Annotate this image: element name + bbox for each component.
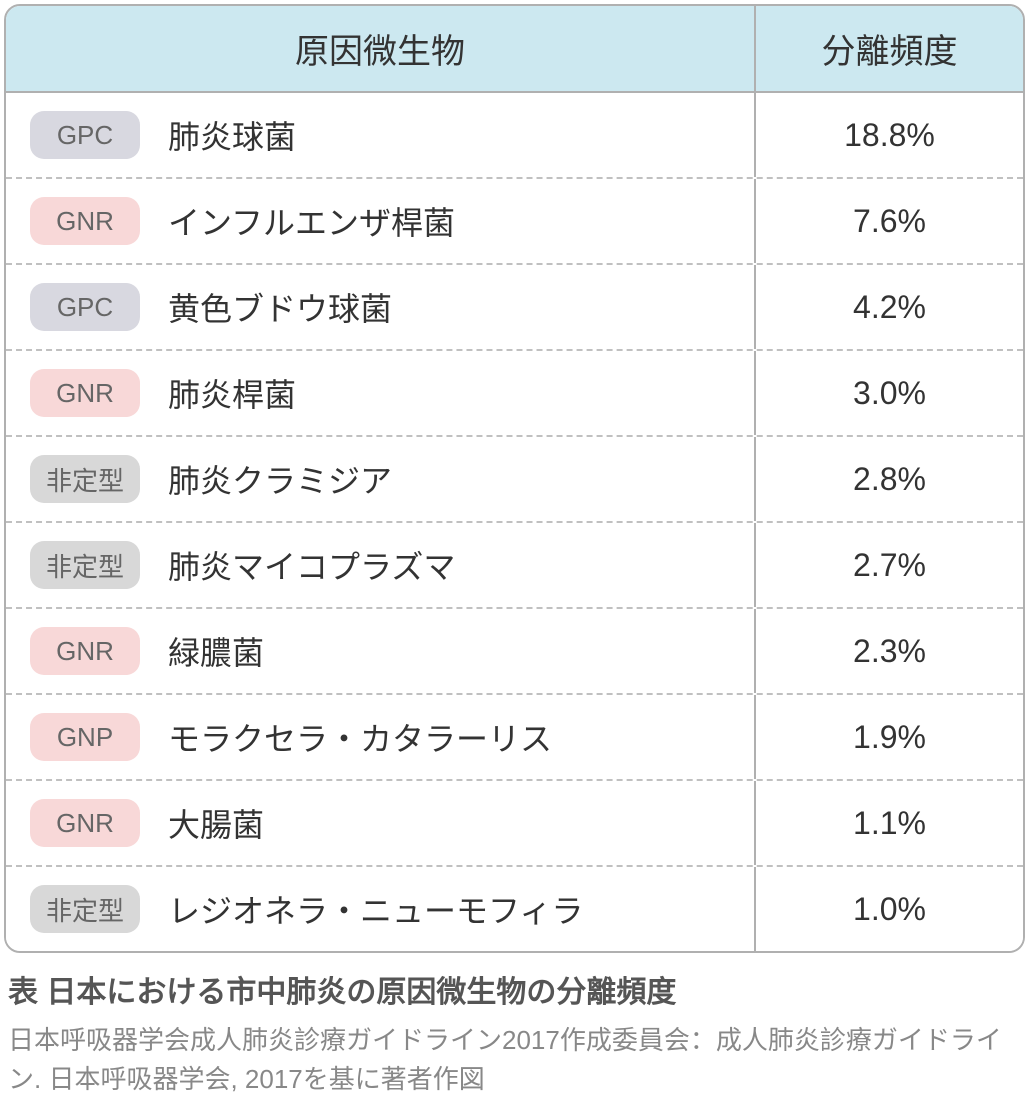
- frequency-cell: 7.6%: [756, 179, 1023, 263]
- frequency-cell: 3.0%: [756, 351, 1023, 435]
- caption-source: 日本呼吸器学会成人肺炎診療ガイドライン2017作成委員会：成人肺炎診療ガイドライ…: [4, 1021, 1025, 1099]
- classification-badge: GNR: [30, 197, 140, 245]
- table-row: 非定型肺炎マイコプラズマ2.7%: [6, 523, 1023, 609]
- organism-cell: GNR 大腸菌: [6, 781, 756, 865]
- organism-cell: GNP モラクセラ・カタラーリス: [6, 695, 756, 779]
- table-row: GPC 黄色ブドウ球菌 4.2%: [6, 265, 1023, 351]
- table-row: GNR 緑膿菌 2.3%: [6, 609, 1023, 695]
- classification-badge: GNR: [30, 627, 140, 675]
- classification-badge: 非定型: [30, 541, 140, 589]
- organism-name: インフルエンザ桿菌: [168, 198, 455, 244]
- frequency-cell: 1.9%: [756, 695, 1023, 779]
- table-header: 原因微生物 分離頻度: [6, 6, 1023, 93]
- table-row: GNR インフルエンザ桿菌 7.6%: [6, 179, 1023, 265]
- classification-badge: GNP: [30, 713, 140, 761]
- table-row: GNR 肺炎桿菌 3.0%: [6, 351, 1023, 437]
- frequency-cell: 18.8%: [756, 93, 1023, 177]
- organism-name: 肺炎桿菌: [168, 370, 296, 416]
- organism-cell: GPC 肺炎球菌: [6, 93, 756, 177]
- organism-name: 黄色ブドウ球菌: [168, 284, 392, 330]
- organism-name: 緑膿菌: [168, 628, 264, 674]
- organism-name: モラクセラ・カタラーリス: [168, 714, 552, 760]
- organism-cell: GNR インフルエンザ桿菌: [6, 179, 756, 263]
- classification-badge: GPC: [30, 283, 140, 331]
- table-row: 非定型レジオネラ・ニューモフィラ1.0%: [6, 867, 1023, 951]
- frequency-cell: 2.3%: [756, 609, 1023, 693]
- classification-badge: GNR: [30, 369, 140, 417]
- classification-badge: GPC: [30, 111, 140, 159]
- frequency-cell: 2.7%: [756, 523, 1023, 607]
- organism-cell: GNR 肺炎桿菌: [6, 351, 756, 435]
- frequency-cell: 4.2%: [756, 265, 1023, 349]
- organism-cell: GPC 黄色ブドウ球菌: [6, 265, 756, 349]
- frequency-cell: 2.8%: [756, 437, 1023, 521]
- organism-cell: GNR 緑膿菌: [6, 609, 756, 693]
- header-frequency: 分離頻度: [756, 6, 1023, 91]
- caption-title: 表 日本における市中肺炎の原因微生物の分離頻度: [4, 967, 1025, 1011]
- header-organism: 原因微生物: [6, 6, 756, 91]
- classification-badge: GNR: [30, 799, 140, 847]
- table-row: GNP モラクセラ・カタラーリス 1.9%: [6, 695, 1023, 781]
- organism-table: 原因微生物 分離頻度 GPC肺炎球菌18.8%GNRインフルエンザ桿菌7.6%G…: [4, 4, 1025, 953]
- table-body: GPC 肺炎球菌 18.8% GNR インフルエンザ桿菌 7.6% GPC 黄色ブドウ球菌 4.…: [6, 93, 1023, 951]
- organism-name: レジオネラ・ニューモフィラ: [168, 886, 583, 932]
- organism-cell: 非定型肺炎クラミジア: [6, 437, 756, 521]
- classification-badge: 非定型: [30, 455, 140, 503]
- classification-badge: 非定型: [30, 885, 140, 933]
- organism-name: 肺炎マイコプラズマ: [168, 542, 455, 588]
- organism-cell: 非定型肺炎マイコプラズマ: [6, 523, 756, 607]
- organism-name: 肺炎クラミジア: [168, 456, 392, 502]
- frequency-cell: 1.1%: [756, 781, 1023, 865]
- table-row: 非定型肺炎クラミジア2.8%: [6, 437, 1023, 523]
- organism-name: 大腸菌: [168, 800, 264, 846]
- frequency-cell: 1.0%: [756, 867, 1023, 951]
- table-row: GNR 大腸菌 1.1%: [6, 781, 1023, 867]
- organism-name: 肺炎球菌: [168, 112, 296, 158]
- table-row: GPC 肺炎球菌 18.8%: [6, 93, 1023, 179]
- organism-cell: 非定型レジオネラ・ニューモフィラ: [6, 867, 756, 951]
